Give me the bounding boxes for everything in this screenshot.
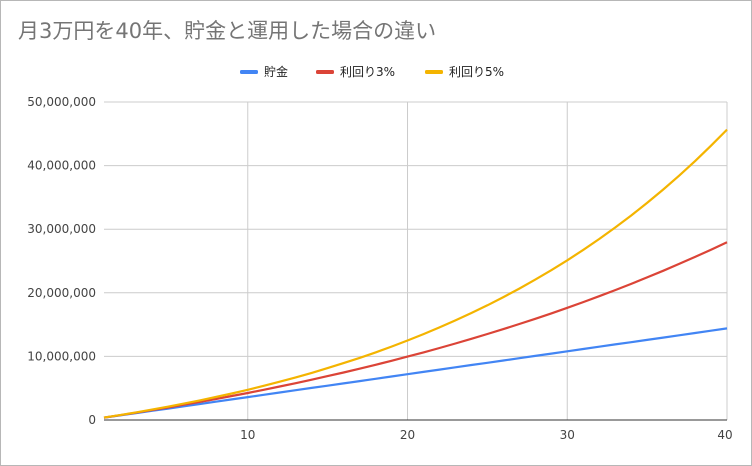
legend-swatch: [425, 70, 443, 74]
legend-label: 利回り3%: [340, 65, 395, 79]
y-tick-label: 50,000,000: [27, 95, 96, 109]
legend-swatch: [316, 70, 334, 74]
y-tick-label: 0: [88, 413, 96, 427]
x-tick-label: 20: [400, 428, 415, 442]
grid-lines: [104, 101, 728, 421]
x-tick-label: 10: [240, 428, 255, 442]
y-tick-label: 10,000,000: [27, 349, 96, 363]
series-line: [103, 327, 728, 419]
legend-label: 利回り5%: [449, 65, 504, 79]
legend: 貯金 利回り3% 利回り5%: [240, 64, 504, 79]
legend-swatch: [240, 70, 258, 74]
series-line: [103, 128, 728, 419]
legend-label: 貯金: [264, 64, 288, 79]
series-lines: [103, 128, 728, 419]
x-tick-label: 30: [560, 428, 575, 442]
axis-tick-labels: 0 10,000,000 20,000,000 30,000,000 40,000,00…: [27, 95, 732, 442]
y-tick-label: 20,000,000: [27, 286, 96, 300]
series-line: [103, 241, 728, 419]
y-tick-label: 40,000,000: [27, 159, 96, 173]
chart-title: 月3万円を40年、貯金と運用した場合の違い: [18, 19, 437, 43]
x-tick-label: 40: [717, 428, 732, 442]
y-tick-label: 30,000,000: [27, 222, 96, 236]
